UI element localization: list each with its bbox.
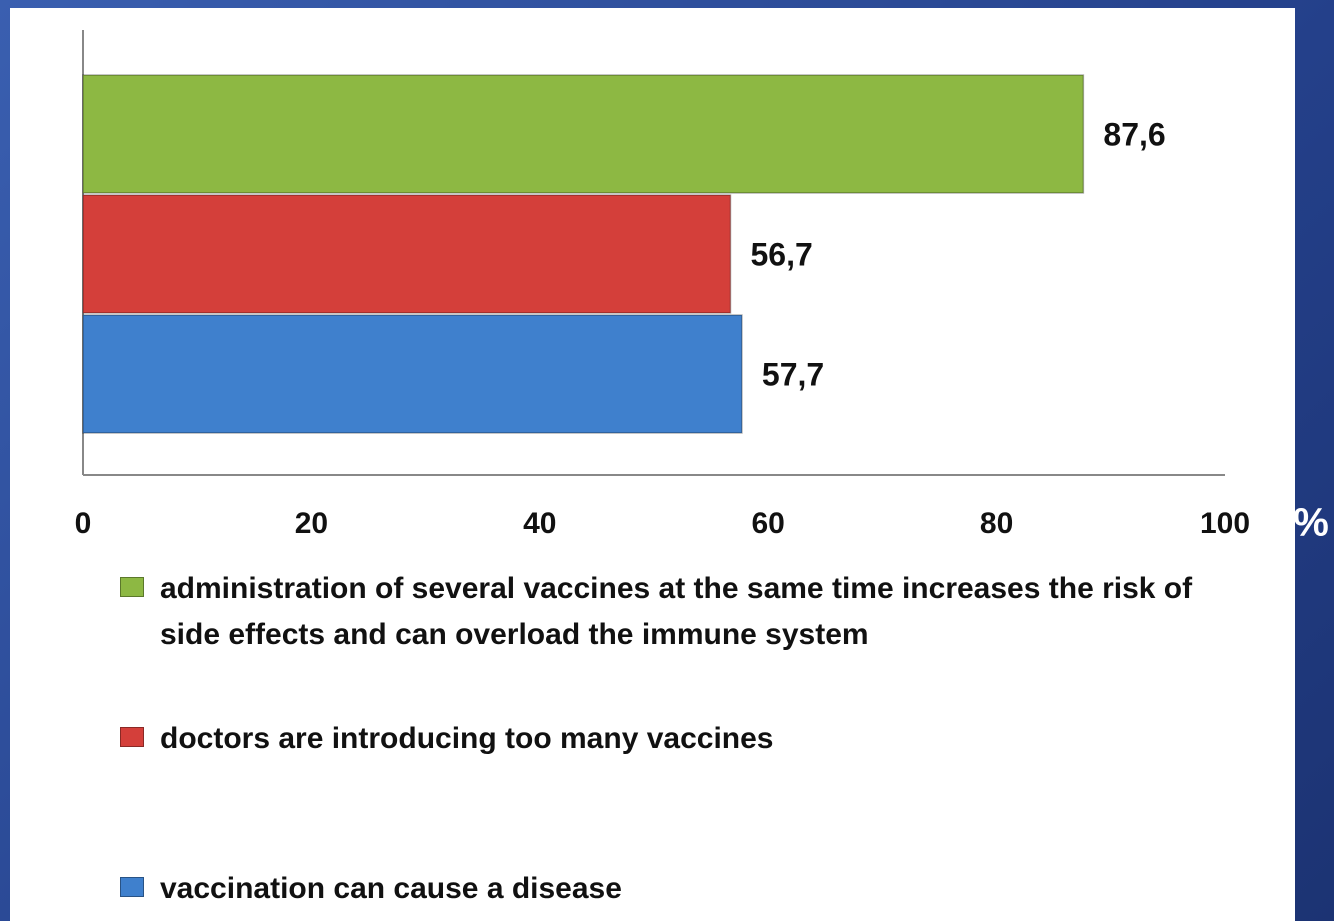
x-tick-label: 20: [295, 507, 328, 540]
legend-swatch: [120, 577, 144, 597]
data-label: 57,7: [762, 356, 824, 392]
x-tick-label: 0: [75, 507, 92, 540]
legend-label: vaccination can cause a disease: [160, 872, 622, 905]
x-tick-label: 40: [523, 507, 556, 540]
data-label: 56,7: [751, 236, 813, 272]
legend-label: doctors are introducing too many vaccine…: [160, 722, 774, 755]
data-label: 87,6: [1103, 116, 1165, 152]
x-tick-label: 60: [752, 507, 785, 540]
x-tick-label: 80: [980, 507, 1013, 540]
bar: [82, 314, 743, 434]
x-tick-label: 100: [1200, 507, 1250, 540]
legend-swatch: [120, 877, 144, 897]
bar: [82, 74, 1085, 194]
legend-item: doctors are introducing too many vaccine…: [120, 716, 1210, 762]
legend-item: vaccination can cause a disease: [120, 866, 1210, 912]
legend-item: administration of several vaccines at th…: [120, 566, 1210, 658]
legend-label: administration of several vaccines at th…: [160, 572, 1193, 651]
bar: [82, 194, 732, 314]
x-axis-label: %: [1293, 501, 1329, 545]
legend-swatch: [120, 727, 144, 747]
